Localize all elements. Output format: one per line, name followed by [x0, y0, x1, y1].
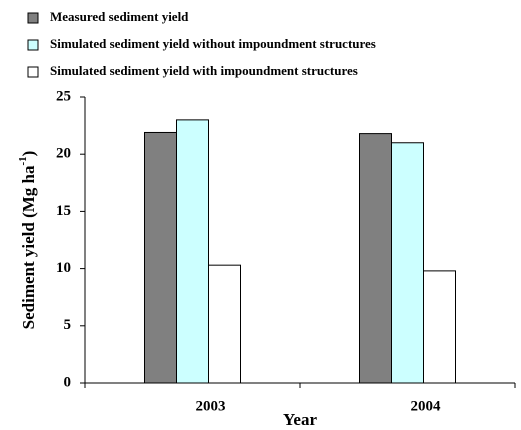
y-axis-label-end: ) [19, 151, 38, 157]
y-tick-label: 5 [64, 317, 72, 333]
y-axis-label: Sediment yield (Mg ha-1) [17, 151, 38, 330]
bar [144, 131, 177, 384]
legend-label: Measured sediment yield [50, 9, 189, 24]
y-tick-label: 15 [56, 203, 71, 219]
y-tick-label: 20 [56, 146, 71, 162]
legend-label: Simulated sediment yield without impound… [50, 36, 376, 51]
legend-swatch [27, 12, 39, 24]
bar [359, 133, 392, 384]
y-tick-label: 25 [56, 88, 71, 104]
x-tick-label: 2003 [196, 398, 226, 414]
bar [423, 270, 456, 384]
x-tick-label: 2004 [411, 398, 442, 414]
x-axis-label: Year [283, 410, 317, 429]
legend-swatch [27, 66, 39, 78]
bar [391, 142, 424, 384]
bar [176, 119, 209, 384]
y-tick-label: 0 [64, 374, 72, 390]
y-tick-label: 10 [56, 260, 71, 276]
legend-label: Simulated sediment yield with impoundmen… [50, 63, 358, 78]
legend-swatch [27, 39, 39, 51]
y-axis-label-sup: -1 [17, 156, 29, 165]
bar [208, 264, 241, 384]
y-axis-label-main: Sediment yield (Mg ha [19, 165, 38, 329]
